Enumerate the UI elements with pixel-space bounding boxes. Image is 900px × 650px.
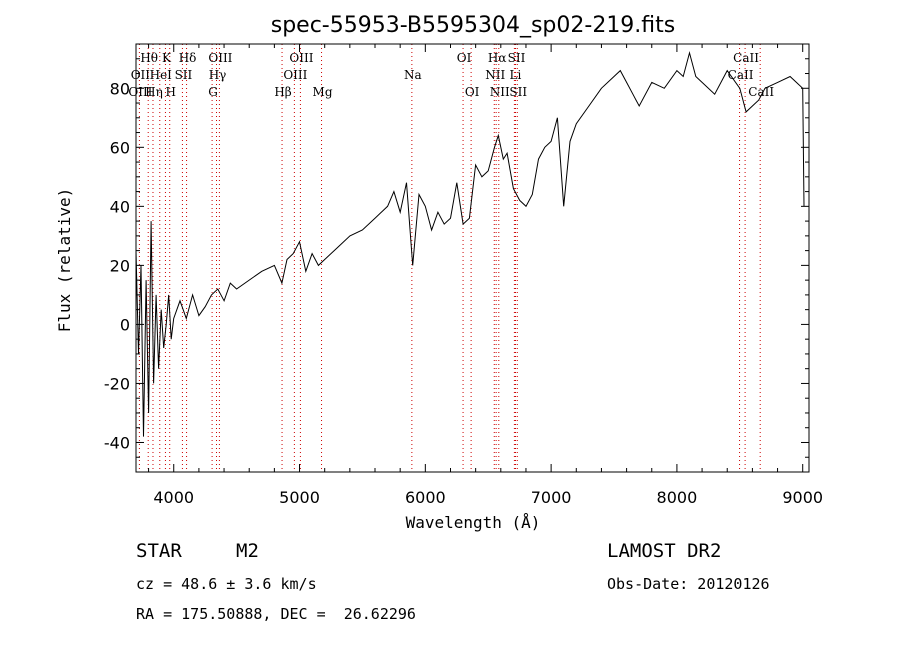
x-tick-label: 4000 [153, 488, 194, 507]
line-label: OIII [289, 51, 313, 65]
line-label: SII [175, 68, 193, 82]
line-label: OIII [128, 85, 152, 99]
x-tick-label: 8000 [657, 488, 698, 507]
line-label: Hβ [274, 85, 291, 99]
observation-date: Obs-Date: 20120126 [607, 575, 770, 593]
y-tick-label: 40 [110, 197, 130, 216]
line-label: CaII [748, 85, 774, 99]
x-axis: 4000 5000 6000 7000 8000 9000 [148, 44, 823, 507]
coordinates: RA = 175.50888, DEC = 26.62296 [136, 605, 416, 623]
line-label: CaII [733, 51, 759, 65]
line-label: OI [457, 51, 472, 65]
survey-name: LAMOST DR2 [607, 540, 722, 562]
plot-frame [135, 43, 810, 473]
line-label: NII [485, 68, 505, 82]
line-label: Li [509, 68, 521, 82]
line-label: H [165, 85, 175, 99]
object-subclass: M2 [236, 540, 259, 562]
x-tick-label: 7000 [531, 488, 572, 507]
line-label: OIII [208, 51, 232, 65]
y-axis: -40 -20 0 20 40 60 80 [104, 58, 809, 458]
line-label: Hδ [179, 51, 197, 65]
line-label: Hγ [209, 68, 227, 82]
line-label: Hα [488, 51, 507, 65]
line-label: G [208, 85, 218, 99]
chart-title: spec-55953-B5595304_sp02-219.fits [271, 13, 676, 38]
x-axis-label: Wavelength (Å) [406, 513, 541, 532]
line-label: Hθ [140, 51, 158, 65]
line-label: NII [490, 85, 510, 99]
line-label: Mg [313, 85, 333, 99]
y-tick-label: -40 [104, 433, 130, 452]
y-tick-label: -20 [104, 374, 130, 393]
y-tick-label: 0 [120, 315, 130, 334]
line-label: SII [509, 85, 527, 99]
line-label: OII [131, 68, 151, 82]
line-label: OIII [283, 68, 307, 82]
line-label: CaII [728, 68, 754, 82]
x-tick-label: 6000 [405, 488, 446, 507]
x-tick-label: 9000 [782, 488, 823, 507]
spectrum-line [135, 50, 805, 437]
line-label: HeI [150, 68, 173, 82]
y-axis-label: Flux (relative) [55, 188, 74, 333]
y-tick-label: 20 [110, 256, 130, 275]
y-tick-label: 80 [110, 79, 130, 98]
line-label: SII [508, 51, 526, 65]
x-tick-label: 5000 [279, 488, 320, 507]
line-label: K [162, 51, 172, 65]
line-label: Hη [145, 85, 163, 99]
redshift-velocity: cz = 48.6 ± 3.6 km/s [136, 575, 317, 593]
line-label: OI [465, 85, 480, 99]
object-class: STAR [136, 540, 182, 562]
marker-lines [138, 44, 761, 472]
line-label: Na [404, 68, 422, 82]
y-tick-label: 60 [110, 138, 130, 157]
